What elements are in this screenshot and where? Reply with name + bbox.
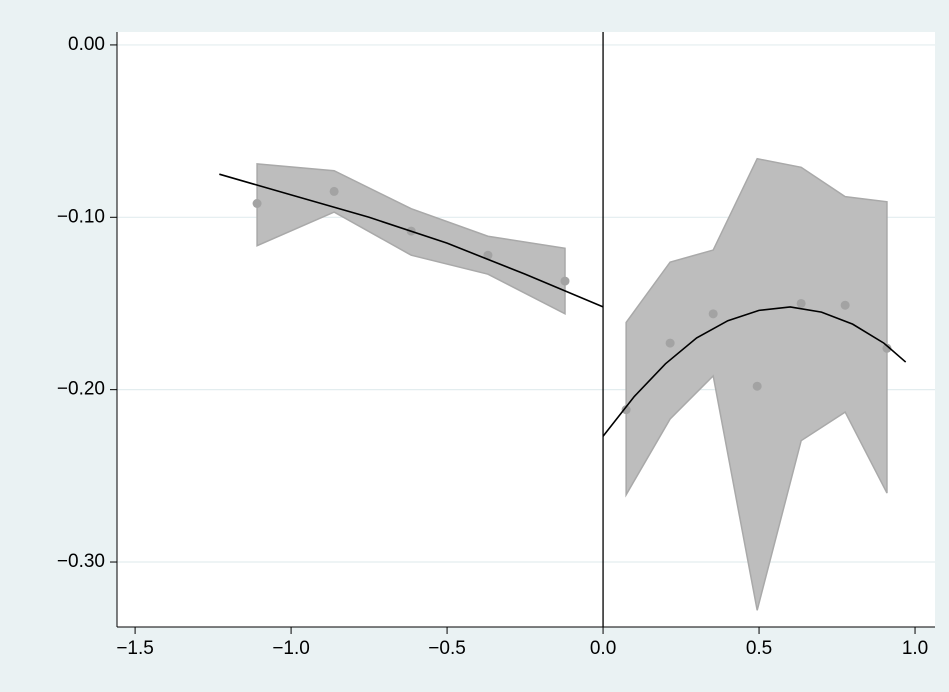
bin-point — [796, 298, 806, 308]
y-tick-label: −0.10 — [57, 206, 105, 227]
bin-point — [840, 300, 850, 310]
bin-point — [329, 186, 339, 196]
bin-point — [621, 405, 631, 415]
x-tick-label: 1.0 — [902, 638, 928, 659]
fit-line — [602, 306, 907, 437]
x-tick-label: 0.0 — [590, 638, 616, 659]
bin-point — [752, 381, 762, 391]
bin-point — [560, 276, 570, 286]
y-tick-label: −0.20 — [57, 379, 105, 400]
x-tick-label: −1.5 — [116, 638, 154, 659]
y-tick-label: −0.30 — [57, 551, 105, 572]
x-tick-label: −0.5 — [428, 638, 466, 659]
x-tick-label: −1.0 — [272, 638, 310, 659]
fit-line — [219, 173, 604, 308]
x-tick-label: 0.5 — [746, 638, 772, 659]
bin-point — [252, 199, 262, 209]
bin-point — [882, 343, 892, 353]
bin-point — [665, 338, 675, 348]
y-tick-label: 0.00 — [68, 34, 105, 55]
bin-point — [708, 309, 718, 319]
ci-band — [256, 163, 566, 316]
bin-point — [483, 250, 493, 260]
